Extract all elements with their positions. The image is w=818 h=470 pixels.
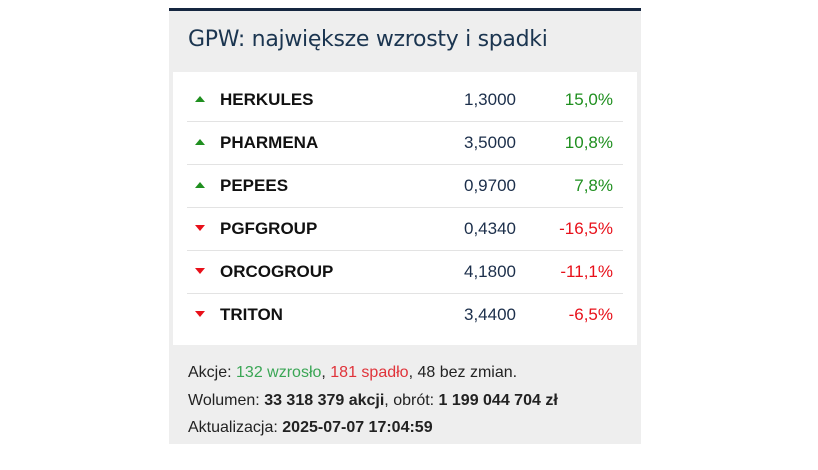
footer-text: 1 199 044 704 zł [438,391,558,409]
change: 7,8% [574,176,613,195]
stock-name: PEPEES [220,176,289,195]
footer-text: Wolumen: [188,391,265,409]
footer-text: , 48 bez zmian. [408,364,518,381]
footer-line: Akcje: 132 wzrosło, 181 spadło, 48 bez z… [188,359,558,387]
footer-text: 33 318 379 akcji [264,391,385,409]
footer-text: Akcje: [188,364,237,381]
title: GPW: największe wzrosty i spadki [188,27,548,52]
footer-text: , [321,364,331,381]
trend-arrow [195,268,205,274]
price: 3,5000 [464,133,516,152]
footer-text: 181 spadło [330,364,409,381]
price: 1,3000 [464,90,516,109]
trend-arrow [195,311,205,317]
widget: GPW: największe wzrosty i spadki HERKULE… [169,8,641,444]
price: 0,9700 [464,176,516,195]
price: 3,4400 [464,305,516,324]
trend-arrow [195,139,205,145]
price: 4,1800 [464,262,516,281]
footer: Akcje: 132 wzrosło, 181 spadło, 48 bez z… [188,359,558,442]
table: HERKULES 1,3000 15,0% PHARMENA 3,5000 10,8% PE… [173,72,637,345]
change: -11,1% [560,262,613,281]
footer-line: Wolumen: 33 318 379 akcji, obrót: 1 199 … [188,387,558,415]
stock-name: PGFGROUP [220,219,318,238]
trend-arrow [195,182,205,188]
row: PGFGROUP 0,4340 -16,5% [187,208,623,251]
row: TRITON 3,4400 -6,5% [187,294,623,337]
price: 0,4340 [464,219,516,238]
row: HERKULES 1,3000 15,0% [187,79,623,122]
change: -6,5% [568,305,613,324]
stock-name: HERKULES [220,90,314,109]
stock-name: TRITON [220,305,283,324]
footer-line: Aktualizacja: 2025-07-07 17:04:59 [188,414,558,442]
stock-name: PHARMENA [220,133,319,152]
change: 15,0% [564,90,613,109]
footer-text: , obrót: [384,391,439,409]
row: ORCOGROUP 4,1800 -11,1% [187,251,623,294]
change: 10,8% [564,133,613,152]
trend-arrow [195,96,205,102]
footer-text: 2025-07-07 17:04:59 [282,419,433,436]
footer-text: Aktualizacja: [188,419,283,436]
footer-text: 132 wzrosło [236,364,322,381]
row: PHARMENA 3,5000 10,8% [187,122,623,165]
stock-name: ORCOGROUP [220,262,334,281]
change: -16,5% [559,219,613,238]
trend-arrow [195,225,205,231]
row: PEPEES 0,9700 7,8% [187,165,623,208]
